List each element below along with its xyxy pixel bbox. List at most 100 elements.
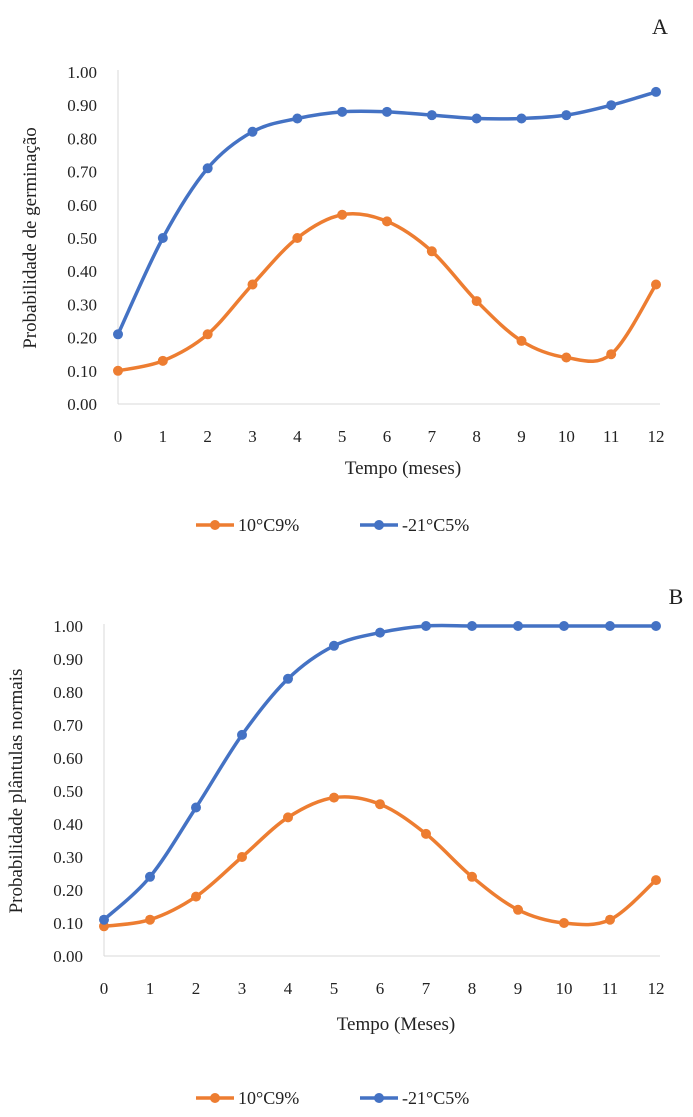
- chart-panel-a: A 0.00 0.10 0.20 0.30 0.40 0.50 0.60 0.70 0.80 0.9…: [20, 14, 668, 535]
- y-tick-label: 1.00: [53, 617, 83, 636]
- series-orange: [99, 792, 661, 932]
- data-point: [513, 621, 523, 631]
- data-point: [561, 110, 572, 121]
- data-point: [113, 365, 123, 376]
- y-tick-label: 0.40: [67, 262, 97, 281]
- data-point: [99, 914, 109, 925]
- y-tick-label: 0.00: [53, 947, 83, 966]
- series-blue: [99, 621, 661, 925]
- x-tick-label: 4: [284, 979, 293, 998]
- data-point: [605, 914, 615, 925]
- data-point: [421, 621, 431, 631]
- x-axis-title: Tempo (meses): [345, 458, 461, 479]
- x-tick-label: 0: [100, 979, 109, 998]
- data-point: [375, 627, 385, 638]
- x-tick-label: 6: [383, 427, 392, 446]
- data-point: [237, 729, 247, 740]
- data-point: [467, 621, 477, 631]
- x-tick-label: 9: [514, 979, 523, 998]
- data-point: [329, 792, 339, 803]
- data-point: [247, 279, 258, 290]
- data-point: [157, 233, 168, 243]
- y-tick-label: 0.70: [53, 716, 83, 735]
- series-line: [102, 795, 658, 929]
- x-tick-label: 10: [556, 979, 573, 998]
- series-line: [116, 212, 658, 373]
- x-tick-label: 2: [203, 427, 212, 446]
- data-point: [337, 106, 348, 117]
- y-tick-label: 0.90: [67, 96, 97, 115]
- data-point: [651, 621, 661, 631]
- data-point: [157, 355, 168, 366]
- data-point: [283, 812, 293, 823]
- data-point: [329, 640, 339, 651]
- x-tick-label: 7: [428, 427, 437, 446]
- data-point: [516, 335, 527, 346]
- y-tick-label: 0.80: [53, 683, 83, 702]
- y-tick-label: 0.70: [67, 163, 97, 182]
- y-tick-label: 0.50: [67, 229, 97, 248]
- legend: 10°C9% -21°C5%: [196, 515, 469, 535]
- data-point: [426, 110, 437, 121]
- legend: 10°C9% -21°C5%: [196, 1088, 469, 1108]
- data-point: [559, 918, 569, 928]
- x-tick-label: 11: [602, 979, 618, 998]
- data-point: [651, 279, 661, 290]
- data-point: [202, 163, 213, 174]
- data-point: [237, 852, 247, 862]
- y-tick-label: 0.20: [53, 881, 83, 900]
- data-point: [651, 875, 661, 886]
- data-point: [471, 296, 482, 307]
- panel-letter: B: [669, 584, 684, 609]
- data-point: [382, 216, 392, 227]
- x-tick-label: 9: [517, 427, 526, 446]
- series-line: [102, 623, 658, 922]
- legend-marker: [374, 1093, 384, 1103]
- panel-letter: A: [652, 14, 668, 39]
- data-point: [471, 113, 482, 124]
- data-point: [651, 86, 661, 97]
- legend-marker: [210, 520, 220, 530]
- data-point: [292, 113, 303, 124]
- x-tick-label: 4: [293, 427, 302, 446]
- y-tick-label: 0.30: [67, 295, 97, 314]
- y-tick-label: 0.50: [53, 782, 83, 801]
- x-tick-label: 12: [648, 427, 665, 446]
- y-tick-label: 0.90: [53, 650, 83, 669]
- data-point: [561, 352, 572, 363]
- x-tick-label: 3: [248, 427, 257, 446]
- data-point: [426, 246, 437, 257]
- x-tick-label: 8: [472, 427, 481, 446]
- data-point: [202, 329, 213, 340]
- y-tick-label: 0.10: [67, 362, 97, 381]
- y-tick-label: 1.00: [67, 63, 97, 82]
- data-point: [606, 100, 617, 111]
- data-point: [421, 828, 431, 839]
- x-tick-label: 5: [330, 979, 339, 998]
- data-point: [283, 673, 293, 684]
- series-orange: [113, 209, 661, 376]
- data-point: [516, 113, 527, 124]
- data-point: [606, 349, 617, 360]
- x-tick-label: 7: [422, 979, 431, 998]
- x-tick-label: 12: [648, 979, 665, 998]
- y-axis-title: Probabilidade de germinação: [20, 127, 41, 349]
- legend-label: 10°C9%: [238, 515, 299, 535]
- data-point: [145, 914, 155, 925]
- legend-label: -21°C5%: [402, 1088, 469, 1108]
- x-tick-label: 10: [558, 427, 575, 446]
- legend-label: 10°C9%: [238, 1088, 299, 1108]
- data-point: [467, 871, 477, 882]
- data-point: [605, 621, 615, 631]
- x-tick-label: 1: [146, 979, 155, 998]
- data-point: [191, 891, 201, 902]
- data-point: [382, 106, 392, 117]
- x-tick-label: 5: [338, 427, 347, 446]
- data-point: [145, 871, 155, 882]
- x-tick-label: 8: [468, 979, 477, 998]
- x-axis-title: Tempo (Meses): [337, 1014, 455, 1035]
- data-point: [513, 904, 523, 915]
- legend-marker: [374, 520, 384, 530]
- legend-label: -21°C5%: [402, 515, 469, 535]
- data-point: [247, 126, 258, 137]
